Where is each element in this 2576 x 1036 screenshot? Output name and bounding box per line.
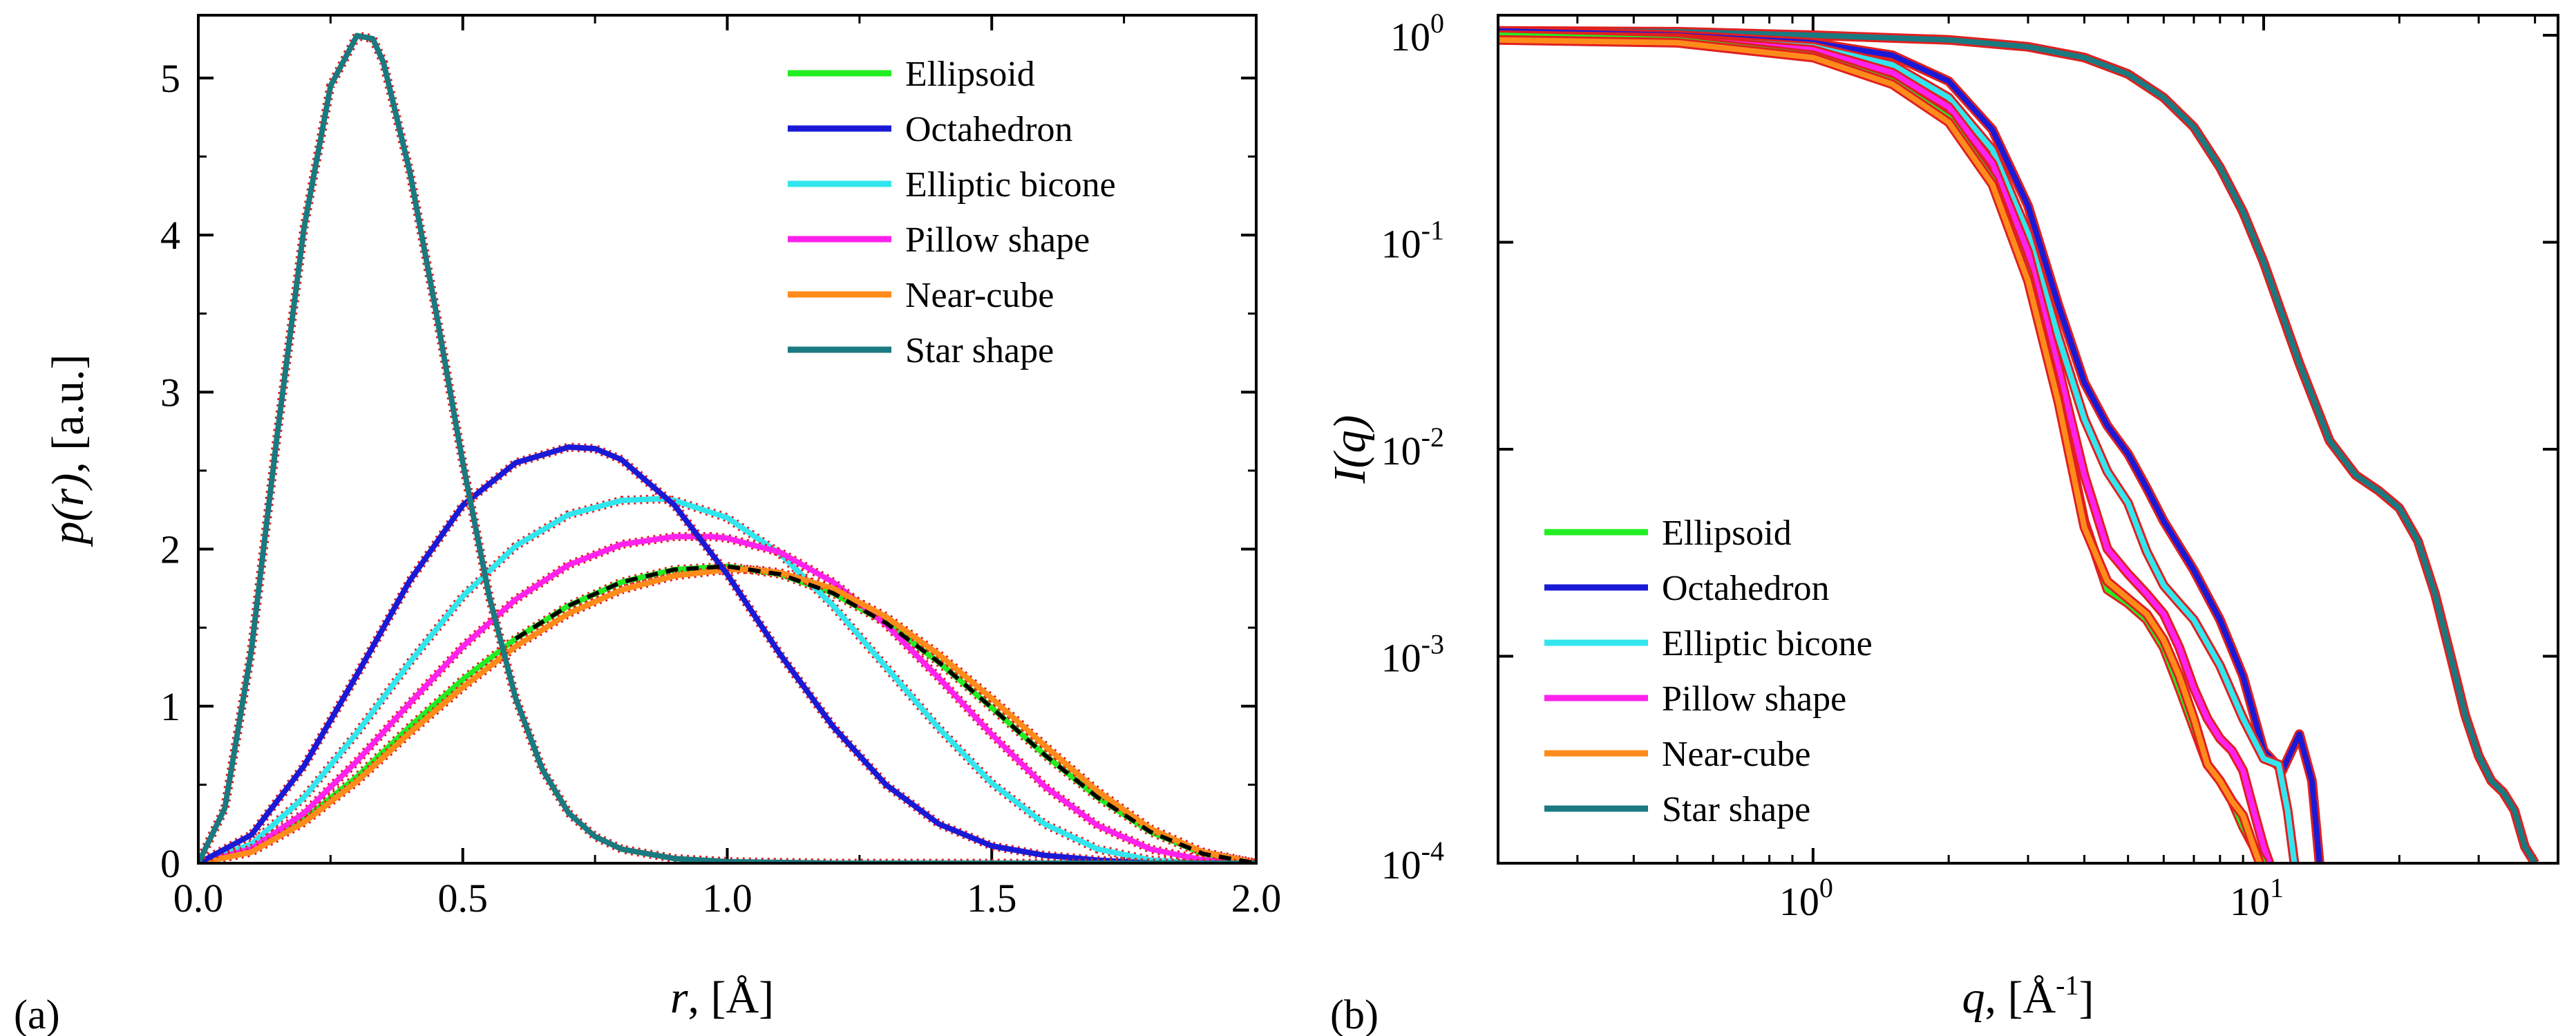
panel-b-legend-label-octahedron: Octahedron xyxy=(1662,569,1830,608)
panel-a-legend-label-elliptic-bicone: Elliptic bicone xyxy=(905,165,1116,205)
panel-a-x-tick-label: 1.5 xyxy=(967,876,1017,921)
panel-b-plot-frame xyxy=(1497,14,2559,865)
panel-a-y-tick-label: 0 xyxy=(160,841,180,886)
panel-b-y-tick-label: 10-4 xyxy=(1381,836,1444,887)
panel-b-y-tick-base: 10 xyxy=(1381,636,1421,681)
panel-b-x-axis-unit-close: ] xyxy=(2079,972,2094,1023)
panel-a-plot-frame xyxy=(197,14,1258,865)
panel-a-x-tick-label: 1.0 xyxy=(702,876,752,921)
panel-b-x-axis-unit-superscript: -1 xyxy=(2056,970,2078,1001)
panel-a-chart: Ellipsoid Octahedron Elliptic bicone Pillow… xyxy=(14,14,1281,1036)
panel-b-curves xyxy=(1498,26,2539,863)
panel-a-legend-label-octahedron: Octahedron xyxy=(905,110,1073,149)
panel-b-curve-elliptic-bicone xyxy=(1498,32,2298,863)
panel-b-x-tick-exponent: 1 xyxy=(2270,872,2284,903)
panel-a-curve-near-cube xyxy=(198,567,1256,863)
panel-a-x-axis-title: r, [Å] xyxy=(670,972,774,1023)
panel-a-y-tick-label: 5 xyxy=(160,56,180,101)
panel-a-x-tick-label: 0.0 xyxy=(173,876,224,921)
panel-b-legend-label-star-shape: Star shape xyxy=(1662,790,1810,829)
panel-b-legend-label-elliptic-bicone: Elliptic bicone xyxy=(1662,624,1873,663)
panel-b-y-tick-base: 10 xyxy=(1381,222,1421,267)
panel-a-x-axis-unit: , [Å] xyxy=(688,972,775,1023)
panel-b-y-tick-label: 10-1 xyxy=(1381,215,1444,267)
panel-b-x-axis-symbol: q xyxy=(1962,972,1985,1023)
panel-b-y-tick-exponent: -1 xyxy=(1421,215,1444,246)
panel-b-x-tick-exponent: 0 xyxy=(1819,872,1833,903)
panel-b-y-tick-exponent: -4 xyxy=(1421,836,1444,867)
panel-b-x-tick-base: 10 xyxy=(1779,879,1819,924)
panel-a-label: (a) xyxy=(14,992,60,1036)
panel-b-y-tick-label: 100 xyxy=(1390,8,1444,59)
panel-a-y-axis-title: p(r), [a.u.] xyxy=(43,355,93,547)
panel-b-legend-label-ellipsoid: Ellipsoid xyxy=(1662,514,1792,553)
panel-b-legend-label-near-cube: Near-cube xyxy=(1662,735,1810,774)
panel-b-x-tick-label: 100 xyxy=(1779,872,1833,924)
panel-b-x-axis-title: q, [Å-1] xyxy=(1962,970,2094,1023)
panel-b-label: (b) xyxy=(1330,992,1379,1036)
panel-a-legend-label-ellipsoid: Ellipsoid xyxy=(905,55,1035,94)
panel-a-y-tick-label: 1 xyxy=(160,684,180,729)
panel-a-curves xyxy=(198,30,1256,863)
panel-b-legend: Ellipsoid Octahedron Elliptic bicone Pillow… xyxy=(1544,514,1873,829)
panel-b-x-tick-label: 101 xyxy=(2230,872,2284,924)
panel-b-curve-near-cube xyxy=(1498,37,2263,863)
panel-b-y-tick-exponent: -2 xyxy=(1421,422,1444,453)
panel-b-y-tick-label: 10-2 xyxy=(1381,422,1444,473)
panel-a-curve-ellipsoid-dashed-overlay xyxy=(514,564,1256,863)
panel-b-curve-pillow-shape xyxy=(1498,32,2273,863)
panel-a-curve-pillow-shape xyxy=(198,534,1256,863)
panel-a-legend-label-near-cube: Near-cube xyxy=(905,276,1054,315)
panel-b-legend-label-pillow-shape: Pillow shape xyxy=(1662,679,1846,719)
panel-a-y-axis-symbol: p(r) xyxy=(43,473,93,547)
panel-b-y-tick-label: 10-3 xyxy=(1381,629,1444,681)
panel-b-x-axis-unit: , [Å xyxy=(1985,972,2056,1023)
panel-b-chart: Ellipsoid Octahedron Elliptic bicone Pillow… xyxy=(1325,8,2559,1036)
panel-b-x-tick-base: 10 xyxy=(2230,879,2270,924)
panel-a-x-axis-symbol: r xyxy=(670,972,688,1023)
panel-a-legend: Ellipsoid Octahedron Elliptic bicone Pillow… xyxy=(788,55,1116,370)
panel-a-curve-octahedron xyxy=(198,444,1256,863)
panel-a-y-tick-label: 4 xyxy=(160,213,180,258)
panel-a-y-axis-unit: , [a.u.] xyxy=(43,355,93,473)
panel-a-y-tick-label: 2 xyxy=(160,527,180,572)
panel-a-curve-star-shape xyxy=(198,32,1256,863)
panel-b-curve-star-shape xyxy=(1498,28,2538,863)
panel-b-y-tick-base: 10 xyxy=(1390,15,1430,59)
panel-a-legend-label-pillow-shape: Pillow shape xyxy=(905,220,1090,260)
panel-b-y-tick-exponent: -3 xyxy=(1421,629,1444,660)
panel-a-y-tick-label: 3 xyxy=(160,370,180,415)
panel-b-y-tick-base: 10 xyxy=(1381,428,1421,473)
panel-a-x-tick-label: 2.0 xyxy=(1231,876,1282,921)
panel-b-y-tick-base: 10 xyxy=(1381,842,1421,887)
panel-b-y-axis-title: I(q) xyxy=(1325,415,1375,484)
panel-a-x-tick-label: 0.5 xyxy=(438,876,489,921)
panel-a-tick-labels: 0.0 0.5 1.0 1.5 2.0 0 1 2 3 4 5 xyxy=(160,56,1281,921)
panel-a-legend-label-star-shape: Star shape xyxy=(905,331,1054,370)
panel-a-curve-elliptic-bicone xyxy=(198,496,1256,863)
panel-b-y-tick-exponent: 0 xyxy=(1430,8,1444,39)
